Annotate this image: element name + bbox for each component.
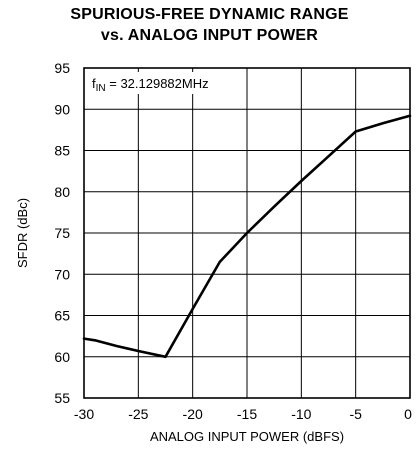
y-tick-label: 65 <box>54 308 70 324</box>
y-tick-label: 85 <box>54 143 70 159</box>
x-tick-label: -5 <box>349 406 362 422</box>
annotation-value: = 32.129882MHz <box>106 76 209 91</box>
annotation-background <box>88 72 213 94</box>
x-tick-label: -30 <box>74 406 94 422</box>
y-tick-label: 55 <box>54 390 70 406</box>
y-tick-label: 80 <box>54 184 70 200</box>
x-tick-labels: -30 -25 -20 -15 -10 -5 0 <box>74 406 412 422</box>
annotation-subscript: IN <box>96 83 106 94</box>
plot-frame <box>83 67 411 399</box>
x-tick-label: 0 <box>404 406 412 422</box>
x-tick-label: -10 <box>291 406 311 422</box>
x-tick-label: -25 <box>128 406 148 422</box>
x-tick-label: -15 <box>237 406 257 422</box>
chart-title-line1: SPURIOUS-FREE DYNAMIC RANGE <box>70 6 349 23</box>
y-tick-label: 75 <box>54 225 70 241</box>
y-tick-label: 70 <box>54 266 70 282</box>
chart-title-line2: vs. ANALOG INPUT POWER <box>100 27 319 44</box>
annotation-symbol: f <box>92 76 96 91</box>
y-tick-label: 90 <box>54 101 70 117</box>
y-tick-labels: 95 90 85 80 75 70 65 60 55 <box>54 60 70 406</box>
x-axis-label: ANALOG INPUT POWER (dBFS) <box>150 429 344 444</box>
series-line <box>82 114 412 359</box>
y-tick-label: 60 <box>54 349 70 365</box>
x-tick-label: -20 <box>183 406 203 422</box>
y-axis-label: SFDR (dBc) <box>15 198 30 268</box>
y-tick-label: 95 <box>54 60 70 76</box>
grid <box>84 68 410 398</box>
frequency-annotation: fIN = 32.129882MHz <box>92 76 209 94</box>
